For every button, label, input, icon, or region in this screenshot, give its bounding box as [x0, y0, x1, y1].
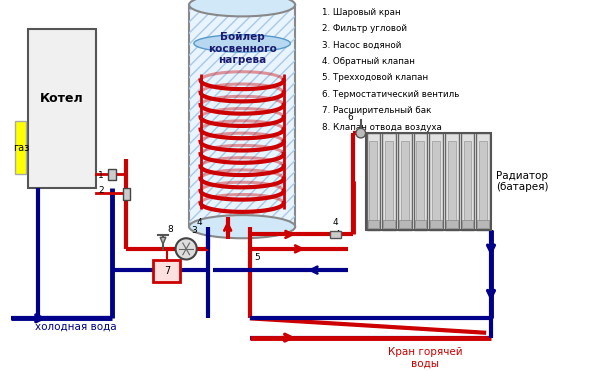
Bar — [416, 141, 424, 222]
Text: газ: газ — [13, 142, 29, 152]
Text: 2: 2 — [98, 186, 104, 195]
Bar — [365, 133, 491, 230]
Bar — [477, 220, 489, 228]
Bar — [430, 220, 442, 228]
Bar — [383, 220, 395, 228]
Text: 1. Шаровый кран: 1. Шаровый кран — [322, 8, 401, 17]
Bar — [385, 141, 393, 222]
Bar — [446, 220, 458, 228]
Bar — [367, 133, 380, 230]
Text: 5. Трехходовой клапан: 5. Трехходовой клапан — [322, 73, 428, 82]
Text: 6. Термостатический вентиль: 6. Термостатический вентиль — [322, 90, 460, 99]
Bar — [108, 169, 116, 180]
Text: 7. Расширительный бак: 7. Расширительный бак — [322, 106, 431, 115]
Bar — [432, 141, 440, 222]
Text: 8: 8 — [168, 224, 173, 233]
Bar — [448, 141, 456, 222]
Bar — [464, 141, 472, 222]
Ellipse shape — [194, 35, 290, 52]
Text: 4: 4 — [335, 230, 340, 239]
Bar — [154, 260, 181, 282]
Bar — [368, 220, 379, 228]
Text: 8. Клапан отвода воздуха: 8. Клапан отвода воздуха — [322, 122, 442, 131]
Text: 4: 4 — [333, 218, 338, 227]
Bar — [476, 133, 490, 230]
Text: 4. Обратный клапан: 4. Обратный клапан — [322, 57, 415, 66]
Text: 1: 1 — [98, 171, 104, 180]
Bar — [398, 133, 412, 230]
Text: Котел: Котел — [40, 92, 83, 105]
Bar — [461, 220, 473, 228]
Bar — [16, 121, 26, 174]
Bar — [401, 141, 409, 222]
Ellipse shape — [189, 215, 295, 238]
Text: Кран горячей
воды: Кран горячей воды — [388, 347, 463, 369]
Text: 3. Насос водяной: 3. Насос водяной — [322, 40, 401, 49]
Bar — [122, 188, 130, 200]
Text: холодная вода: холодная вода — [35, 321, 116, 331]
Text: 6: 6 — [347, 113, 353, 122]
Ellipse shape — [189, 0, 295, 16]
Bar — [429, 133, 443, 230]
Bar — [445, 133, 458, 230]
Text: 5: 5 — [254, 253, 260, 262]
Bar — [330, 230, 341, 238]
Circle shape — [176, 238, 197, 259]
Text: 7: 7 — [164, 266, 170, 276]
Bar — [413, 133, 427, 230]
Circle shape — [356, 128, 365, 138]
Bar — [370, 141, 377, 222]
Bar — [461, 133, 475, 230]
Polygon shape — [160, 237, 166, 244]
Text: 3: 3 — [191, 226, 197, 236]
Text: Радиатор
(батарея): Радиатор (батарея) — [496, 171, 548, 192]
Bar — [399, 220, 410, 228]
Text: Бойлер
косвенного
нагрева: Бойлер косвенного нагрева — [208, 32, 277, 65]
Bar — [189, 5, 295, 227]
Bar — [189, 5, 295, 227]
Text: 2. Фильтр угловой: 2. Фильтр угловой — [322, 24, 407, 33]
Bar — [28, 29, 95, 188]
Bar — [479, 141, 487, 222]
Bar — [415, 220, 427, 228]
Text: 4: 4 — [197, 218, 202, 227]
Bar — [382, 133, 396, 230]
